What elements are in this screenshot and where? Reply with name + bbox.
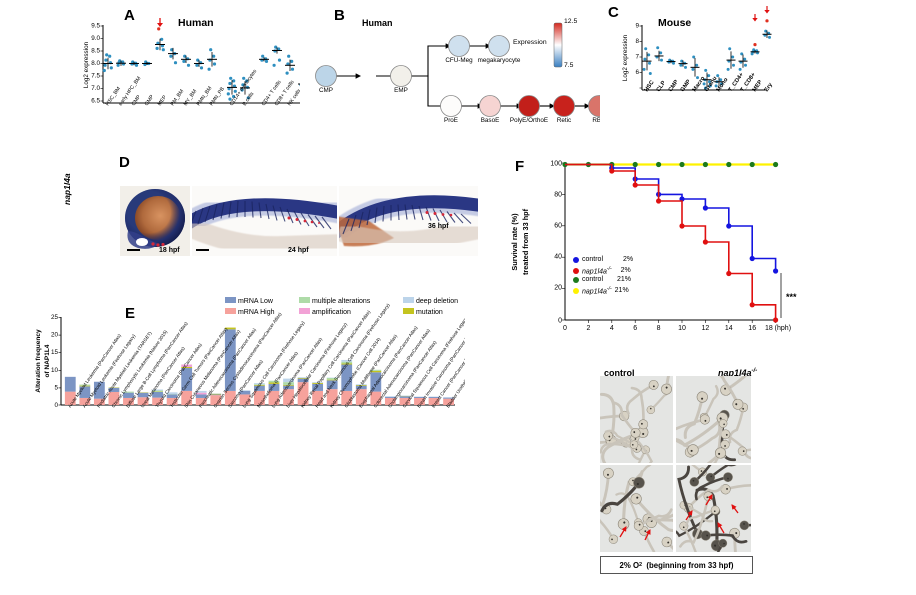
svg-text:HSC: HSC: [644, 79, 656, 93]
svg-text:20: 20: [554, 285, 562, 292]
svg-text:MEP: MEP: [752, 79, 764, 93]
svg-text:Ery: Ery: [764, 81, 775, 93]
svg-text:80: 80: [554, 192, 562, 199]
svg-text:B cells: B cells: [242, 91, 256, 107]
svg-text:treated from 33 hpf: treated from 33 hpf: [521, 208, 530, 275]
svg-text:60: 60: [554, 223, 562, 230]
svg-text:MEP: MEP: [157, 94, 169, 107]
svg-text:CMP: CMP: [668, 79, 680, 93]
svg-text:GMP: GMP: [680, 79, 693, 93]
svg-text:***: ***: [786, 292, 797, 302]
svg-text:0: 0: [563, 325, 567, 332]
svg-text:40: 40: [554, 254, 562, 261]
svg-text:2: 2: [586, 325, 590, 332]
svg-text:0: 0: [558, 318, 562, 325]
svg-text:Ovarian Serous Cystadenocarcin: Ovarian Serous Cystadenocarcinoma (PanCa…: [212, 311, 282, 408]
svg-text:Acute Myeloid Leukemia (PanCan: Acute Myeloid Leukemia (PanCancer Atlas): [67, 333, 122, 409]
svg-text:CLP: CLP: [656, 80, 668, 93]
svg-text:100: 100: [550, 161, 562, 168]
svg-text:Pediatric Acute Myeloid Leukem: Pediatric Acute Myeloid Leukemia (TARGET…: [96, 330, 153, 408]
svg-text:CMP: CMP: [131, 94, 143, 107]
svg-text:GMP: GMP: [144, 94, 156, 108]
svg-text:Survival rate (%): Survival rate (%): [510, 213, 519, 271]
